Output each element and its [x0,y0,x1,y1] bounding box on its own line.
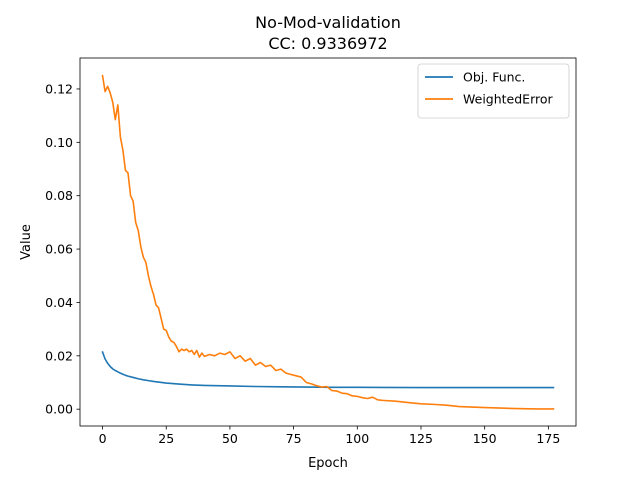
y-tick-label: 0.10 [45,135,73,150]
y-tick-label: 0.04 [45,295,73,310]
chart-title: No-Mod-validation [255,13,401,32]
plot-frame [79,57,577,427]
chart-subtitle: CC: 0.9336972 [268,34,387,53]
legend-box [417,63,570,119]
series-line-0 [101,351,555,389]
legend: Obj. Func. WeightedError [417,63,570,119]
x-tick-label: 0 [99,431,107,446]
legend-label-1: WeightedError [463,92,554,107]
series-line-1 [101,74,555,410]
y-tick-label: 0.12 [45,81,73,96]
y-tick-label: 0.02 [45,348,73,363]
x-tick-label: 25 [158,431,174,446]
legend-label-0: Obj. Func. [463,70,525,85]
x-tick-label: 50 [222,431,238,446]
x-tick-label: 125 [409,431,433,446]
x-tick-label: 75 [286,431,302,446]
x-tick-label: 150 [473,431,497,446]
series-layer [101,74,555,410]
x-tick-label: 100 [345,431,369,446]
y-tick-label: 0.00 [45,402,73,417]
x-axis-label: Epoch [308,456,348,471]
x-tick-label: 175 [536,431,560,446]
y-tick-label: 0.06 [45,242,73,257]
axes-layer: 0 25 50 75 100 125 150 175 0.00 0.02 0.04 0.06 0.08 0… [45,57,577,446]
y-axis-label: Value [19,224,34,260]
y-tick-label: 0.08 [45,188,73,203]
